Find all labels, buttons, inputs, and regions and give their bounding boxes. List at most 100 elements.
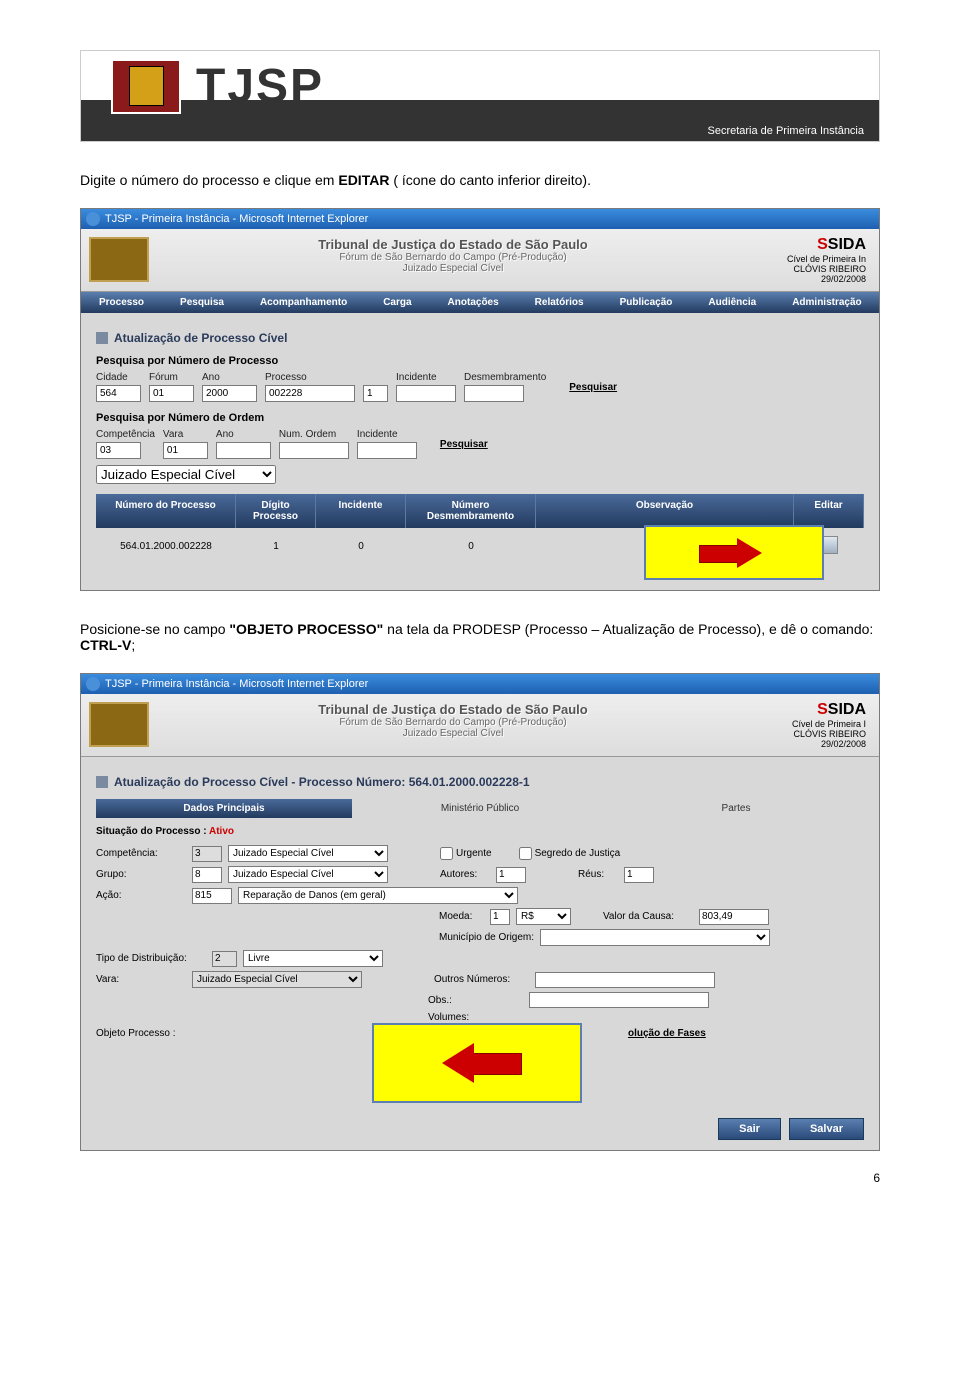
browser-title-1: TJSP - Primeira Instância - Microsoft In… <box>105 213 368 225</box>
app-logo-1 <box>89 237 149 282</box>
app-header-2: Tribunal de Justiça do Estado de São Pau… <box>81 694 879 757</box>
sida-line1-2: Cível de Primeira I <box>762 719 866 729</box>
input-tipo-dist[interactable] <box>212 951 237 967</box>
label-desmembramento: Desmembramento <box>464 372 546 383</box>
label-inc2: Incidente <box>357 429 417 440</box>
input-vara[interactable] <box>163 442 208 459</box>
input-proc2[interactable] <box>363 385 388 402</box>
menu-audiencia[interactable]: Audiência <box>690 292 774 313</box>
label-municipio: Município de Origem: <box>439 932 534 943</box>
screenshot-2: TJSP - Primeira Instância - Microsoft In… <box>80 673 880 1151</box>
highlight-box-1 <box>644 525 824 580</box>
situacao-row: Situação do Processo : Ativo <box>96 826 864 837</box>
label-ano2: Ano <box>216 429 271 440</box>
label-incidente: Incidente <box>396 372 456 383</box>
page-number: 6 <box>80 1171 880 1185</box>
input-desmembramento[interactable] <box>464 385 524 402</box>
input-competencia[interactable] <box>192 846 222 862</box>
app-sub1-2: Fórum de São Bernardo do Campo (Pré-Prod… <box>152 717 754 728</box>
pesquisar-link-1[interactable]: Pesquisar <box>569 382 617 393</box>
nav-menu-1: Processo Pesquisa Acompanhamento Carga A… <box>81 292 879 313</box>
label-segredo: Segredo de Justiça <box>535 848 621 859</box>
menu-ajuda[interactable]: Ajuda <box>880 292 944 313</box>
secretaria-label: Secretaria de Primeira Instância <box>81 121 879 141</box>
menu-processo[interactable]: Processo <box>81 292 162 313</box>
browser-title-2: TJSP - Primeira Instância - Microsoft In… <box>105 678 368 690</box>
label-autores: Autores: <box>440 869 490 880</box>
menu-carga[interactable]: Carga <box>365 292 429 313</box>
input-ano2[interactable] <box>216 442 271 459</box>
input-autores[interactable] <box>496 867 526 883</box>
menu-acompanhamento[interactable]: Acompanhamento <box>242 292 365 313</box>
tabs-row: Dados Principais Ministério Público Part… <box>96 799 864 818</box>
input-forum[interactable] <box>149 385 194 402</box>
menu-publicacao[interactable]: Publicação <box>602 292 691 313</box>
menu-relatorios[interactable]: Relatórios <box>517 292 602 313</box>
sida-block-1: SSIDASIDA Cível de Primeira In CLÓVIS RI… <box>754 234 874 286</box>
input-acao[interactable] <box>192 888 232 904</box>
input-outros[interactable] <box>535 972 715 988</box>
pesquisar-link-2[interactable]: Pesquisar <box>440 439 488 450</box>
tab-partes[interactable]: Partes <box>608 799 864 818</box>
th-np: Número do Processo <box>96 494 236 528</box>
label-ano: Ano <box>202 372 257 383</box>
cell-dp: 1 <box>236 538 316 555</box>
select-vara[interactable]: Juizado Especial Cível <box>192 971 362 988</box>
input-moeda[interactable] <box>490 909 510 925</box>
section-arrow-icon <box>96 332 108 344</box>
input-obs[interactable] <box>529 992 709 1008</box>
sida-block-2: SSIDA Cível de Primeira I CLÓVIS RIBEIRO… <box>754 699 874 751</box>
label-numordem: Num. Ordem <box>279 429 349 440</box>
instruction-2-prefix: Posicione-se no campo <box>80 621 229 637</box>
tab-ministerio-publico[interactable]: Ministério Público <box>352 799 608 818</box>
select-moeda[interactable]: R$ <box>516 908 571 925</box>
results-table-header: Número do Processo Dígito Processo Incid… <box>96 494 864 528</box>
label-vara: Vara <box>163 429 208 440</box>
input-reus[interactable] <box>624 867 654 883</box>
select-tipo-dist[interactable]: Livre <box>243 950 383 967</box>
instruction-1-suffix: ( ícone do canto inferior direito). <box>389 172 591 188</box>
th-nd: Número Desmembramento <box>406 494 536 528</box>
input-comp[interactable] <box>96 442 141 459</box>
tab-dados-principais[interactable]: Dados Principais <box>96 799 352 818</box>
label-moeda: Moeda: <box>439 911 484 922</box>
salvar-button[interactable]: Salvar <box>789 1118 864 1140</box>
menu-anotacoes[interactable]: Anotações <box>430 292 517 313</box>
ie-icon <box>86 212 100 226</box>
checkbox-segredo[interactable] <box>519 847 532 860</box>
instruction-1-prefix: Digite o número do processo e clique em <box>80 172 338 188</box>
input-ano[interactable] <box>202 385 257 402</box>
sida-line3-1: 29/02/2008 <box>762 274 866 284</box>
select-grupo[interactable]: Juizado Especial Cível <box>228 866 388 883</box>
select-competencia[interactable]: Juizado Especial Cível <box>228 845 388 862</box>
label-vara2: Vara: <box>96 974 186 985</box>
evolucao-fases-link[interactable]: olução de Fases <box>628 1028 706 1039</box>
input-incidente[interactable] <box>396 385 456 402</box>
menu-pesquisa[interactable]: Pesquisa <box>162 292 242 313</box>
select-acao[interactable]: Reparação de Danos (em geral) <box>238 887 518 904</box>
page-header: TJSP Secretaria de Primeira Instância <box>80 50 880 142</box>
cell-inc: 0 <box>316 538 406 555</box>
red-arrow-left-icon <box>432 1043 522 1083</box>
select-municipio[interactable] <box>540 929 770 946</box>
highlight-box-2 <box>372 1023 582 1103</box>
instruction-1-bold: EDITAR <box>338 172 389 188</box>
app-header-1: Tribunal de Justiça do Estado de São Pau… <box>81 229 879 292</box>
input-grupo[interactable] <box>192 867 222 883</box>
select-comp[interactable]: Juizado Especial Cível <box>96 465 276 484</box>
app-sub1-1: Fórum de São Bernardo do Campo (Pré-Prod… <box>152 252 754 263</box>
input-numordem[interactable] <box>279 442 349 459</box>
input-valor[interactable] <box>699 909 769 925</box>
input-cidade[interactable] <box>96 385 141 402</box>
input-inc2[interactable] <box>357 442 417 459</box>
app-sub2-1: Juizado Especial Cível <box>152 263 754 274</box>
label-competencia: Competência: <box>96 848 186 859</box>
label-urgente: Urgente <box>456 848 492 859</box>
input-processo[interactable] <box>265 385 355 402</box>
label-processo: Processo <box>265 372 355 383</box>
sair-button[interactable]: Sair <box>718 1118 781 1140</box>
menu-administracao[interactable]: Administração <box>774 292 879 313</box>
sida-line1-1: Cível de Primeira In <box>762 254 866 264</box>
situacao-value: Ativo <box>209 826 234 837</box>
checkbox-urgente[interactable] <box>440 847 453 860</box>
